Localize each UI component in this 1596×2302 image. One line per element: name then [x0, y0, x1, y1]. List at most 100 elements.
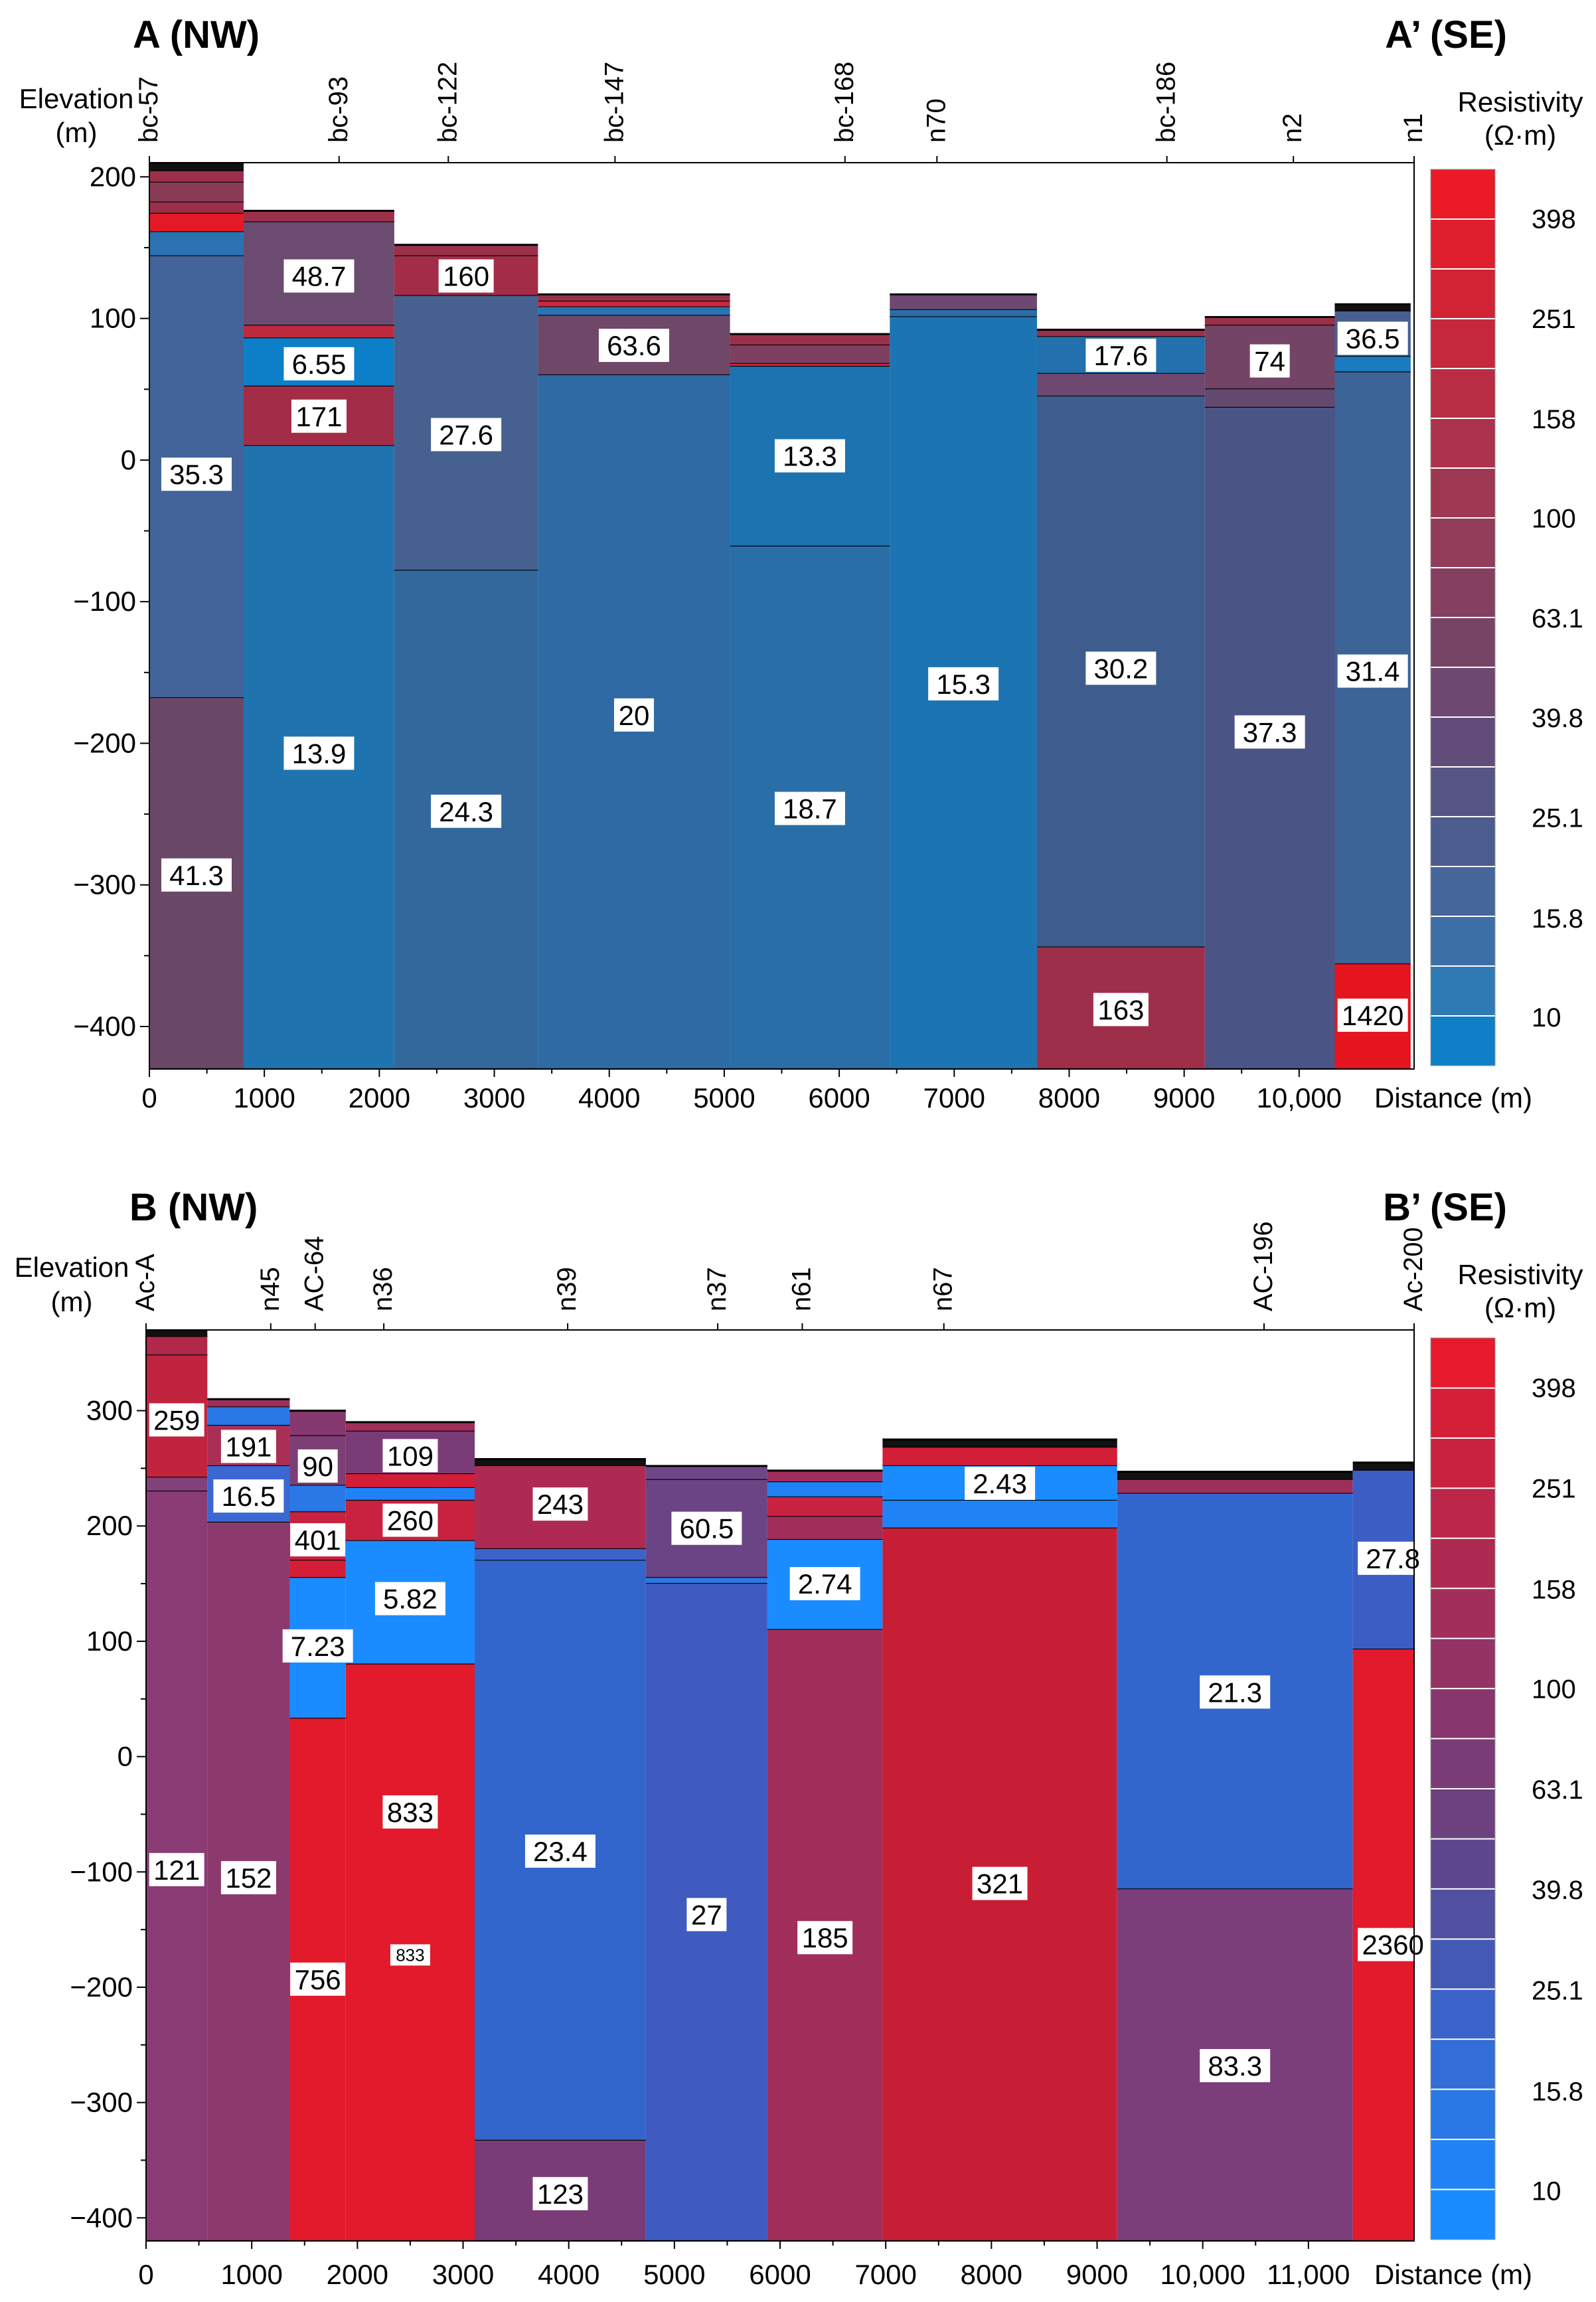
label-box — [1337, 998, 1408, 1032]
layer-rect — [1204, 317, 1335, 326]
colorbar-swatch — [1431, 518, 1495, 568]
label-box — [1093, 993, 1149, 1027]
layer-value-label: 63.6 — [598, 329, 669, 363]
well-name: Ac-A — [131, 1254, 160, 1311]
x-tick-label: 9000 — [1153, 1082, 1215, 1113]
label-box — [283, 736, 355, 770]
layer-rect — [149, 171, 244, 183]
colorbar-swatch — [1431, 717, 1495, 768]
layer-value: 48.7 — [292, 261, 347, 292]
colorbar-swatch — [1431, 1638, 1495, 1689]
layer-value: 160 — [443, 261, 489, 292]
layer-value-label: 259 — [149, 1403, 204, 1437]
well-name: bc-122 — [433, 62, 462, 143]
label-box — [598, 329, 669, 363]
layer-rect — [345, 1422, 475, 1432]
panel-a-colorbar: 398 251 158 100 63.1 39.8 25.1 15.8 10 — [1430, 169, 1583, 1066]
label-box — [1358, 1541, 1429, 1575]
label-box — [282, 1629, 353, 1663]
well-name: bc-186 — [1152, 62, 1181, 143]
layer-rect — [394, 244, 538, 256]
layer-rect — [538, 307, 730, 316]
layer-rect — [345, 1474, 475, 1488]
layer-rect — [289, 1485, 346, 1513]
well-name: n39 — [552, 1267, 582, 1311]
colorbar-tick-label: 398 — [1532, 205, 1576, 234]
layer-value-label: 35.3 — [161, 457, 232, 491]
label-box — [613, 698, 654, 732]
layer-value-label: 260 — [382, 1503, 438, 1537]
layer-rect — [289, 1410, 346, 1436]
panel-b-title-right: B’ (SE) — [1383, 1186, 1507, 1229]
layer-value: 152 — [225, 1862, 272, 1894]
colorbar-tick-label: 25.1 — [1532, 804, 1583, 833]
layer-value-label: 7.23 — [282, 1629, 353, 1663]
layer-rect — [767, 1470, 883, 1483]
colorbar-swatch — [1431, 2189, 1495, 2240]
label-box — [789, 1567, 860, 1601]
label-box — [161, 858, 232, 892]
layer-value-label: 37.3 — [1234, 715, 1305, 749]
panel-b-x-axis-label: Distance (m) — [1374, 2259, 1532, 2290]
label-box — [524, 1834, 596, 1868]
y-tick-label: −400 — [70, 2202, 133, 2233]
panel-a-plot: 35.3 41.3 48.7 6.55 171 13.9 160 27.6 24.3 63.6 20… — [73, 62, 1583, 1113]
label-box — [1234, 715, 1305, 749]
well-name: n70 — [921, 98, 951, 143]
x-tick-label: 0 — [138, 2259, 153, 2290]
layer-rect — [475, 1548, 646, 1561]
colorbar-swatch — [1431, 1888, 1495, 1939]
layer-rect — [149, 182, 244, 203]
layer-value-label: 833 — [390, 1944, 430, 1966]
layer-value-label: 27.6 — [431, 418, 502, 452]
layer-value-label: 13.3 — [774, 439, 845, 473]
panel-b-layers — [146, 1330, 1414, 2241]
colorbar-swatch — [1431, 418, 1495, 469]
label-box — [774, 791, 845, 825]
panel-b-title-left: B (NW) — [129, 1186, 258, 1229]
x-tick-label: 5000 — [693, 1082, 755, 1113]
well-name: bc-147 — [599, 62, 629, 143]
colorbar-swatch — [1431, 617, 1495, 668]
well-name: bc-168 — [830, 62, 859, 143]
colorbar-swatch — [1431, 966, 1495, 1017]
label-box — [431, 794, 502, 828]
y-tick-label: 200 — [86, 1510, 133, 1541]
y-tick-label: 200 — [90, 161, 136, 192]
layer-rect — [1204, 389, 1335, 408]
layer-rect — [730, 363, 890, 367]
colorbar-frame — [1430, 169, 1496, 1066]
layer-value: 185 — [802, 1922, 848, 1953]
layer-rect — [767, 1517, 883, 1540]
label-box — [1085, 651, 1157, 685]
layer-value: 27 — [691, 1900, 722, 1931]
well-name: n2 — [1278, 114, 1307, 143]
layer-rect — [1036, 373, 1205, 396]
well-name: AC-196 — [1249, 1221, 1278, 1311]
layer-value: 2.74 — [798, 1568, 852, 1600]
colorbar-swatch — [1431, 1789, 1495, 1839]
layer-rect — [767, 1482, 883, 1497]
layer-value-label: 27.8 — [1358, 1541, 1429, 1575]
layer-value-label: 123 — [532, 2177, 588, 2210]
label-box — [213, 1479, 284, 1513]
layer-value: 260 — [387, 1505, 434, 1536]
y-tick-label: −200 — [70, 1971, 133, 2003]
colorbar-tick-label: 10 — [1532, 2177, 1561, 2206]
label-box — [290, 1962, 346, 1996]
x-tick-label: 1000 — [233, 1082, 295, 1113]
colorbar-tick-label: 10 — [1532, 1003, 1561, 1032]
layer-value: 321 — [977, 1868, 1023, 1900]
panel-a-y-axis-label-line2: (m) — [56, 117, 98, 148]
layer-rect — [146, 1330, 208, 1337]
layer-value-small: 833 — [396, 1945, 424, 1965]
label-box — [797, 1921, 853, 1955]
colorbar-swatch — [1431, 1438, 1495, 1489]
layer-value-label: 5.82 — [374, 1582, 445, 1615]
y-tick-label: −200 — [73, 727, 136, 758]
label-box — [671, 1511, 742, 1545]
colorbar-swatch — [1431, 219, 1495, 270]
layer-value: 27.8 — [1366, 1543, 1420, 1574]
well-name: n67 — [929, 1267, 958, 1311]
